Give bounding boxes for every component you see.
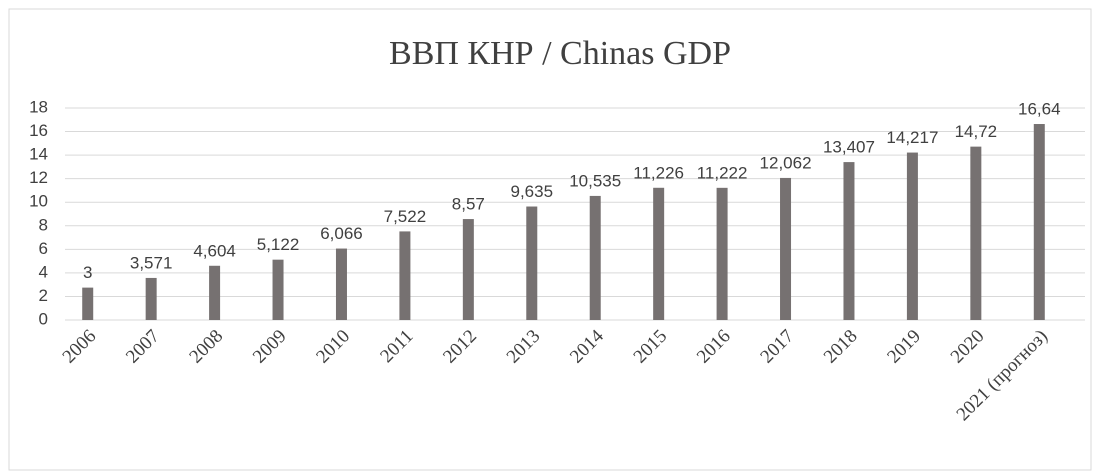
value-label: 11,226: [633, 163, 684, 182]
value-label: 16,64: [1018, 100, 1061, 119]
bar: [970, 146, 982, 320]
y-tick-label: 18: [29, 97, 48, 116]
value-label: 4,604: [193, 241, 236, 260]
bar: [653, 187, 665, 320]
y-tick-label: 6: [39, 239, 48, 258]
y-tick-label: 10: [29, 192, 48, 211]
bar: [716, 187, 728, 320]
bar: [589, 195, 601, 320]
bar: [780, 177, 792, 320]
y-tick-label: 16: [29, 121, 48, 140]
y-tick-label: 12: [29, 168, 48, 187]
bar: [906, 152, 918, 320]
bar: [335, 248, 347, 320]
y-tick-label: 8: [39, 215, 48, 234]
y-tick-label: 4: [39, 262, 48, 281]
y-tick-label: 2: [39, 286, 48, 305]
value-label: 3: [83, 263, 92, 282]
value-label: 3,571: [130, 253, 173, 272]
value-label: 13,407: [823, 138, 875, 157]
bar: [1033, 124, 1045, 320]
value-label: 5,122: [257, 235, 300, 254]
value-label: 6,066: [320, 224, 363, 243]
y-tick-label: 14: [29, 145, 48, 164]
bar: [82, 287, 94, 320]
bar: [272, 259, 284, 320]
value-label: 10,535: [569, 171, 621, 190]
bar: [399, 231, 411, 320]
value-label: 9,635: [511, 182, 554, 201]
bar: [462, 219, 474, 320]
chart-border: [8, 8, 1092, 471]
value-label: 12,062: [760, 153, 812, 172]
value-label: 14,217: [886, 128, 938, 147]
bar: [526, 206, 538, 320]
value-label: 11,222: [697, 163, 748, 182]
bar: [843, 162, 855, 320]
value-label: 7,522: [384, 207, 427, 226]
value-label: 8,57: [452, 195, 485, 214]
value-label: 14,72: [955, 122, 998, 141]
y-tick-label: 0: [39, 309, 48, 328]
bar: [209, 265, 221, 320]
chart-title: ВВП КНР / Chinas GDP: [389, 35, 731, 72]
bar: [145, 277, 157, 320]
